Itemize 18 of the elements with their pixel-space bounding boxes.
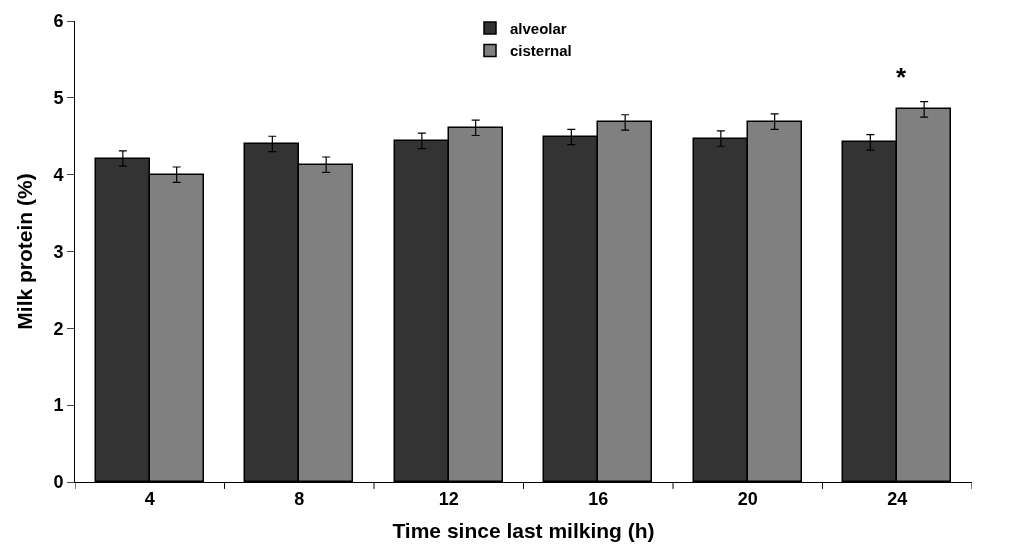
x-tick-label: 4: [144, 488, 155, 509]
x-tick-label: 8: [294, 488, 305, 509]
x-axis-title: Time since last milking (h): [392, 518, 655, 542]
y-tick-label: 1: [53, 395, 64, 416]
x-tick-label: 24: [887, 488, 908, 509]
y-tick-label: 4: [53, 164, 64, 185]
legend-label: alveolar: [510, 19, 567, 37]
x-tick-label: 20: [737, 488, 758, 509]
legend-label: cisternal: [510, 42, 572, 60]
x-tick-label: 16: [588, 488, 609, 509]
y-tick-label: 5: [53, 88, 64, 109]
annotation: *: [896, 62, 907, 92]
y-tick-label: 2: [53, 318, 64, 339]
y-tick-label: 3: [53, 241, 64, 262]
x-tick-label: 12: [438, 488, 459, 509]
y-tick-label: 0: [53, 472, 64, 493]
y-axis-title: Milk protein (%): [12, 173, 36, 330]
y-tick-label: 6: [53, 11, 64, 32]
